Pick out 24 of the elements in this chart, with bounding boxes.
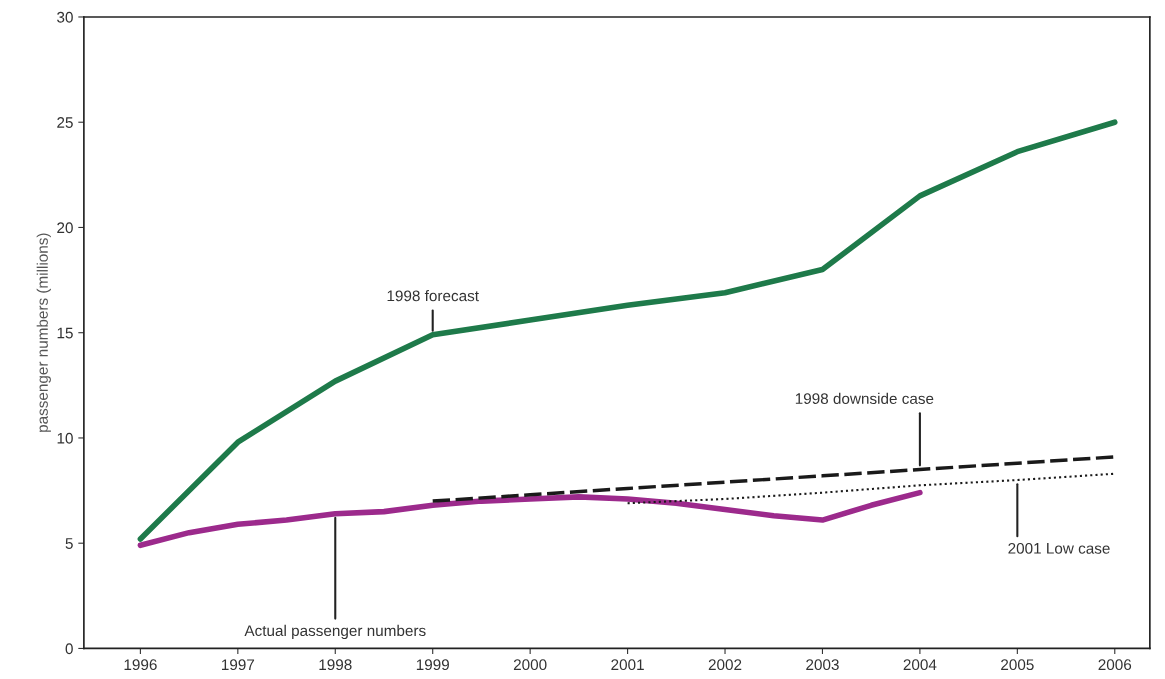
x-tick-label: 2004 xyxy=(903,659,937,671)
x-tick-label: 2000 xyxy=(513,659,547,671)
y-tick-label: 0 xyxy=(65,643,73,655)
x-tick-label: 2003 xyxy=(806,659,839,671)
text: Actual passenger numbers xyxy=(244,624,426,640)
y-tick-label: 15 xyxy=(57,327,73,339)
x-tick-label: 2006 xyxy=(1098,659,1132,671)
x-tick-label: 2001 xyxy=(611,659,644,671)
line-series xyxy=(626,472,1116,505)
x-tick-label: 1999 xyxy=(416,659,449,671)
y-tick-label: 10 xyxy=(57,432,73,444)
y-tick-label: 30 xyxy=(57,11,73,23)
y-axis-title: passenger numbers (millions) xyxy=(36,233,51,432)
y-tick-label: 5 xyxy=(65,538,73,549)
x-tick-label: 2002 xyxy=(708,659,742,671)
x-tick-label: 1998 xyxy=(319,659,352,671)
x-tick-label: 1996 xyxy=(124,659,157,671)
y-tick-label: 25 xyxy=(57,117,73,128)
x-tick-label: 2005 xyxy=(1001,659,1034,671)
text: 2001 Low case xyxy=(1008,542,1110,554)
series-label: 1998 forecast xyxy=(387,290,479,302)
y-tick-label: 20 xyxy=(57,222,73,234)
x-tick-label: 1997 xyxy=(222,659,255,671)
text: 1998 downside case xyxy=(795,392,934,405)
